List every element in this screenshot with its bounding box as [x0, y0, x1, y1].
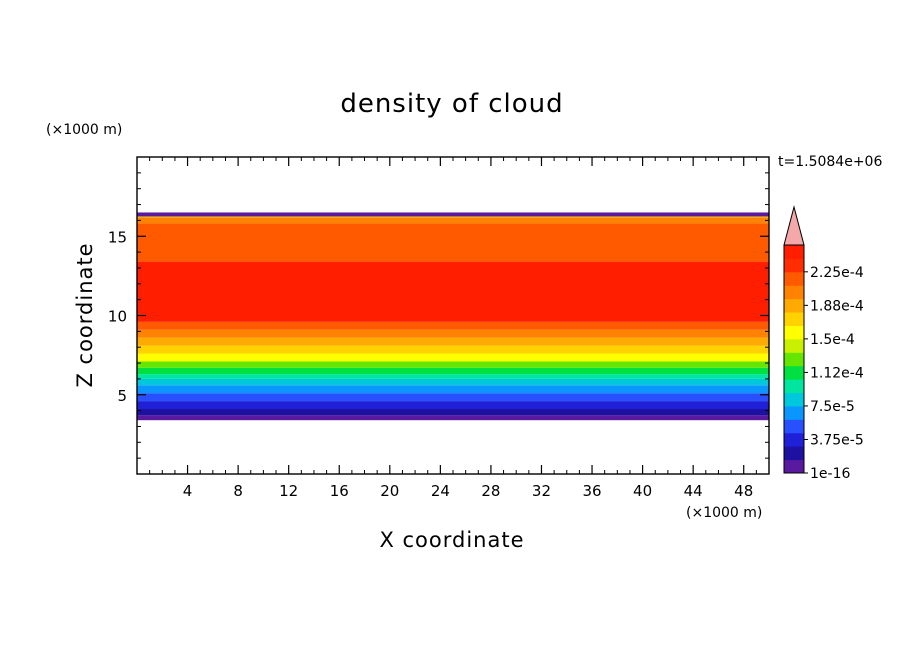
cloud-base-edge: [137, 417, 769, 421]
colorbar-swatch: [784, 338, 804, 353]
colorbar-label: 1e-16: [810, 466, 850, 482]
field-band: [137, 345, 769, 354]
field-band: [137, 361, 769, 368]
x-tick-label: 28: [481, 482, 500, 500]
colorbar-swatch: [784, 392, 804, 407]
colorbar-swatch: [784, 298, 804, 313]
x-tick-label: 32: [532, 482, 551, 500]
y-tick-label: 15: [108, 228, 127, 246]
y-axis-label: Z coordinate: [73, 242, 97, 387]
field-band: [137, 337, 769, 346]
colorbar-swatch: [784, 379, 804, 394]
y-axis: 5 10 15: [108, 172, 769, 459]
colorbar-swatch: [784, 352, 804, 367]
colorbar-swatch: [784, 312, 804, 326]
x-tick-label: 8: [233, 482, 243, 500]
colorbar-swatch: [784, 419, 804, 434]
colorbar-label: 1.5e-4: [810, 332, 855, 348]
colorbar-swatch: [784, 365, 804, 380]
cloud-top-edge: [137, 212, 769, 217]
field-band: [137, 393, 769, 402]
field-band: [137, 353, 769, 362]
colorbar-swatch: [784, 245, 804, 259]
x-axis: 4 8 12 16 20 24 28 32 36 40 44 48: [149, 157, 757, 500]
x-tick-label: 12: [279, 482, 298, 500]
field-band: [137, 374, 769, 379]
field-band: [137, 329, 769, 338]
colorbar-label: 2.25e-4: [810, 265, 864, 281]
colorbar-swatch: [784, 446, 804, 461]
colorbar-label: 1.12e-4: [810, 365, 864, 381]
field-band: [137, 217, 769, 224]
y-tick-label: 5: [117, 387, 127, 405]
colorbar-label: 7.5e-5: [810, 399, 855, 415]
x-axis-unit: (×1000 m): [686, 505, 762, 521]
colorbar-label: 1.88e-4: [810, 298, 864, 314]
colorbar-swatch: [784, 432, 804, 447]
colorbar-swatch: [784, 325, 804, 340]
field-band: [137, 261, 769, 322]
colorbar: 1e-16 3.75e-5 7.5e-5 1.12e-4 1.5e-4 1.88e-4 2.…: [783, 205, 864, 482]
time-label: t=1.5084e+06: [778, 154, 882, 170]
field-band: [137, 378, 769, 386]
field-band: [137, 401, 769, 410]
x-tick-label: 4: [183, 482, 193, 500]
colorbar-swatch: [784, 271, 804, 286]
field-band: [137, 223, 769, 262]
colorbar-swatch: [784, 459, 804, 474]
field-band: [137, 385, 769, 394]
colorbar-swatch: [784, 405, 804, 420]
x-tick-label: 20: [380, 482, 399, 500]
colorbar-label: 3.75e-5: [810, 432, 864, 448]
colorbar-swatch: [784, 285, 804, 300]
x-axis-label: X coordinate: [379, 528, 524, 552]
x-tick-label: 24: [431, 482, 450, 500]
x-tick-label: 40: [633, 482, 652, 500]
colorbar-swatch: [784, 258, 804, 273]
x-tick-label: 48: [734, 482, 753, 500]
y-axis-unit: (×1000 m): [46, 122, 122, 138]
colorbar-frame: [783, 244, 805, 474]
field-band: [137, 321, 769, 330]
x-tick-label: 36: [582, 482, 601, 500]
colorbar-extend-arrow: [783, 205, 805, 246]
x-tick-label: 16: [330, 482, 349, 500]
cloud-density-field: [137, 212, 769, 421]
field-band: [137, 409, 769, 416]
field-band: [137, 367, 769, 375]
y-tick-label: 10: [108, 308, 127, 326]
chart-title: density of cloud: [340, 89, 563, 119]
x-tick-label: 44: [684, 482, 703, 500]
